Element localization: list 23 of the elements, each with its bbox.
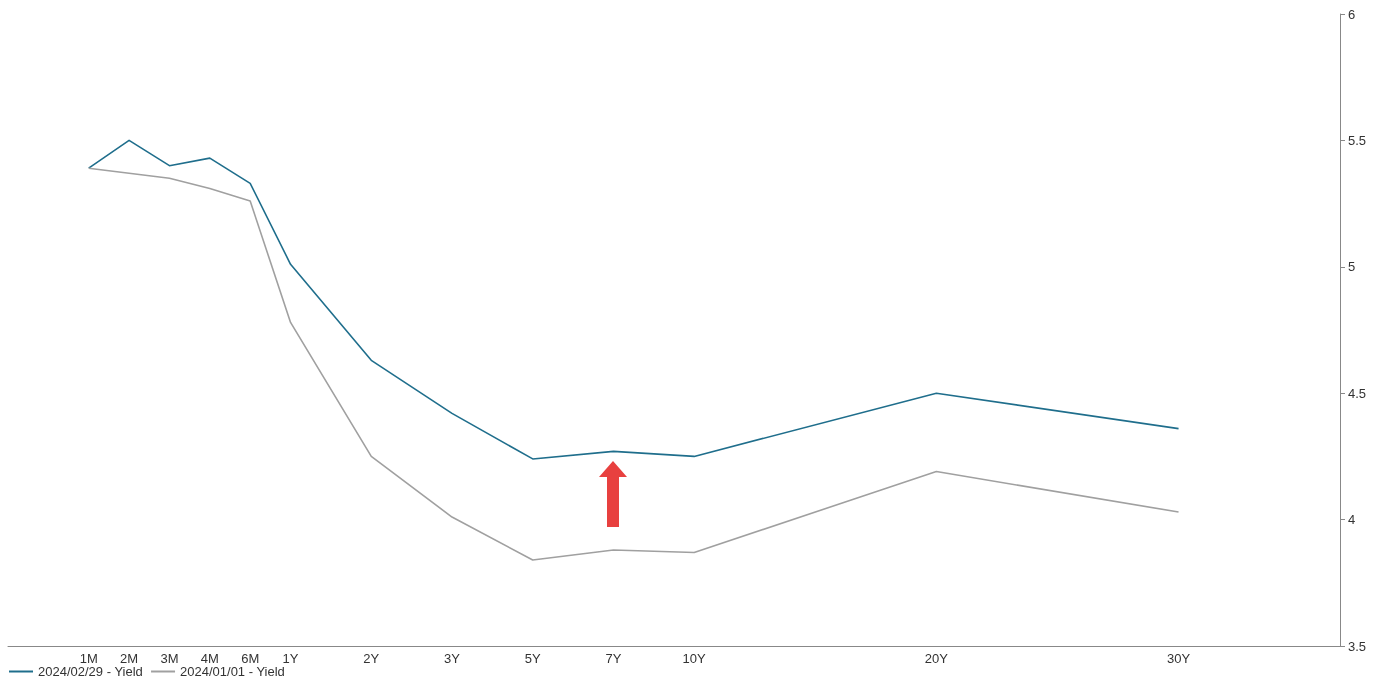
x-tick-label: 30Y (1166, 651, 1191, 666)
x-tick-label: 10Y (682, 651, 707, 666)
y-tick-label: 6 (1348, 6, 1356, 22)
y-tick-label: 4.5 (1348, 385, 1367, 401)
x-tick-label: 20Y (924, 651, 949, 666)
y-tick-label: 5.5 (1348, 132, 1367, 148)
line-series (87, 139, 1180, 460)
x-tick-label: 7Y (605, 651, 622, 666)
y-tick-label: 4 (1348, 512, 1356, 528)
x-tick-label: 2Y (363, 651, 380, 666)
x-tick-label: 6M (241, 651, 260, 666)
x-tick-label: 3Y (444, 651, 461, 666)
legend-label: 2024/01/01 - Yield (180, 664, 285, 679)
y-tick-label: 3.5 (1348, 638, 1367, 654)
x-tick-label: 1M (79, 651, 98, 666)
x-tick-label: 5Y (524, 651, 541, 666)
x-tick-label: 3M (160, 651, 179, 666)
y-tick-label: 5 (1348, 259, 1356, 275)
line-series (87, 167, 1180, 561)
x-tick-label: 2M (120, 651, 139, 666)
legend-label: 2024/02/29 - Yield (38, 664, 143, 679)
x-tick-label: 1Y (282, 651, 299, 666)
x-tick-label: 4M (200, 651, 219, 666)
